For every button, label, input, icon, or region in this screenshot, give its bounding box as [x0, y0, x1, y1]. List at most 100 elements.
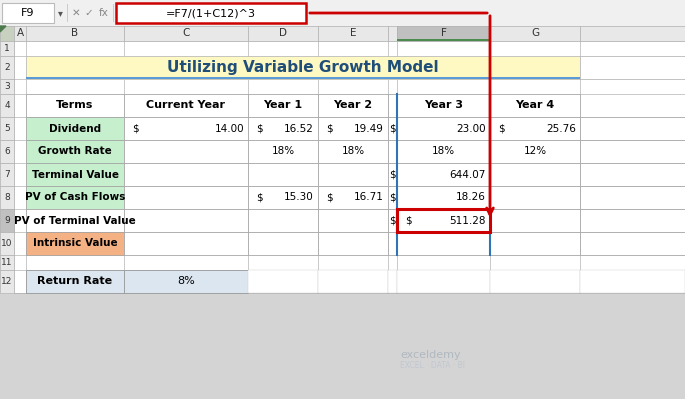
Text: 511.28: 511.28: [449, 215, 486, 225]
Bar: [397, 163, 490, 186]
Bar: [124, 186, 248, 209]
Bar: [26, 209, 124, 232]
Bar: [397, 186, 490, 209]
Text: $: $: [326, 124, 333, 134]
Text: 8%: 8%: [177, 277, 195, 286]
Text: $: $: [326, 192, 333, 203]
Text: 10: 10: [1, 239, 13, 248]
Text: 14.00: 14.00: [214, 124, 244, 134]
Text: 18.26: 18.26: [456, 192, 486, 203]
Bar: [397, 209, 490, 232]
Bar: [490, 186, 580, 209]
Bar: [0, 232, 14, 255]
Text: D: D: [279, 28, 287, 38]
Bar: [26, 140, 124, 163]
Bar: [318, 232, 388, 255]
Text: F: F: [440, 28, 447, 38]
Bar: [0, 94, 14, 117]
Bar: [0, 26, 14, 41]
Bar: [248, 186, 318, 209]
Bar: [248, 94, 318, 117]
Bar: [318, 186, 388, 209]
Bar: [490, 209, 580, 232]
Text: 7: 7: [4, 170, 10, 179]
Text: 1: 1: [4, 44, 10, 53]
Text: 12: 12: [1, 277, 13, 286]
Bar: [397, 209, 490, 232]
Bar: [0, 163, 14, 186]
Text: E: E: [350, 28, 356, 38]
Text: 15.30: 15.30: [284, 192, 314, 203]
Bar: [388, 117, 397, 140]
Bar: [388, 163, 397, 186]
Text: PV of Terminal Value: PV of Terminal Value: [14, 215, 136, 225]
Bar: [248, 209, 318, 232]
Bar: [388, 270, 397, 293]
Bar: [388, 94, 397, 117]
Text: 511.28: 511.28: [449, 215, 486, 225]
Text: $: $: [389, 192, 396, 203]
Text: 3: 3: [4, 82, 10, 91]
Text: exceldemy: exceldemy: [400, 350, 460, 360]
Bar: [26, 94, 124, 117]
Text: $: $: [256, 192, 262, 203]
Text: G: G: [531, 28, 539, 38]
Bar: [0, 209, 14, 232]
Text: Dividend: Dividend: [49, 124, 101, 134]
Bar: [124, 232, 248, 255]
Text: 18%: 18%: [432, 146, 455, 156]
Text: $: $: [256, 124, 262, 134]
Bar: [580, 270, 685, 293]
Bar: [124, 94, 248, 117]
Text: 11: 11: [1, 258, 13, 267]
Text: Year 4: Year 4: [515, 101, 555, 111]
Text: Year 2: Year 2: [334, 101, 373, 111]
Bar: [124, 270, 248, 293]
Bar: [318, 270, 388, 293]
Text: C: C: [182, 28, 190, 38]
Bar: [580, 56, 685, 79]
Bar: [318, 26, 388, 41]
Bar: [26, 117, 124, 140]
Text: Growth Rate: Growth Rate: [38, 146, 112, 156]
Polygon shape: [0, 26, 6, 32]
Bar: [124, 26, 248, 41]
Text: EXCEL · DATA · BI: EXCEL · DATA · BI: [400, 361, 465, 371]
Text: PV of Cash Flows: PV of Cash Flows: [25, 192, 125, 203]
Bar: [0, 79, 14, 94]
Bar: [0, 0, 685, 26]
Bar: [397, 232, 490, 255]
Text: 25.76: 25.76: [546, 124, 576, 134]
Bar: [318, 117, 388, 140]
Text: 19.49: 19.49: [354, 124, 384, 134]
Bar: [318, 209, 388, 232]
Bar: [397, 270, 490, 293]
Bar: [26, 163, 124, 186]
Bar: [580, 163, 685, 186]
Text: $: $: [132, 124, 138, 134]
Bar: [397, 94, 490, 117]
Bar: [0, 117, 14, 140]
Bar: [490, 270, 580, 293]
Text: Year 3: Year 3: [424, 101, 463, 111]
Text: 18%: 18%: [271, 146, 295, 156]
Text: 16.71: 16.71: [354, 192, 384, 203]
Text: $: $: [389, 170, 396, 180]
Text: 12%: 12%: [523, 146, 547, 156]
Bar: [0, 255, 14, 270]
Bar: [490, 94, 580, 117]
Bar: [388, 232, 397, 255]
Bar: [580, 186, 685, 209]
Bar: [26, 26, 124, 41]
Bar: [388, 140, 397, 163]
Bar: [248, 232, 318, 255]
Bar: [248, 270, 318, 293]
Bar: [248, 117, 318, 140]
Bar: [113, 4, 114, 22]
Bar: [388, 26, 397, 41]
Bar: [397, 39, 490, 41]
Bar: [26, 270, 124, 293]
Bar: [580, 232, 685, 255]
Text: B: B: [71, 28, 79, 38]
Bar: [26, 186, 124, 209]
